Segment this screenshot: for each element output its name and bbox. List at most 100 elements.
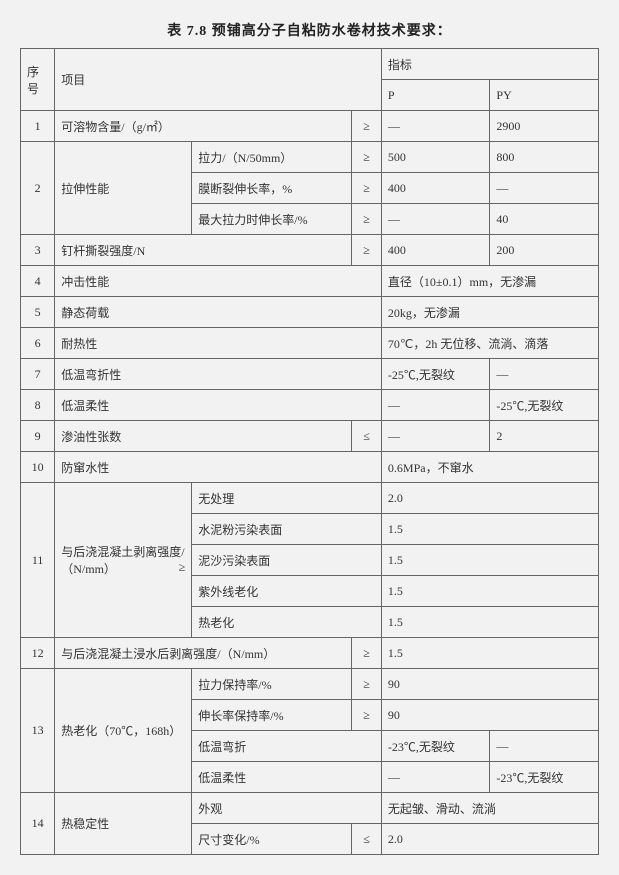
cell-item: 热稳定性	[55, 793, 192, 855]
cell-sub: 尺寸变化/%	[192, 824, 352, 855]
cell-op: ≥	[352, 235, 382, 266]
cell-sub: 低温柔性	[192, 762, 382, 793]
cell-sub: 拉力/（N/50mm）	[192, 142, 352, 173]
cell-p: —	[381, 204, 490, 235]
table-row: 8 低温柔性 — -25℃,无裂纹	[21, 390, 599, 421]
cell-item: 防窜水性	[55, 452, 382, 483]
cell-val: 90	[381, 669, 598, 700]
cell-op: ≥	[352, 638, 382, 669]
cell-py: 40	[490, 204, 599, 235]
cell-sub: 紫外线老化	[192, 576, 382, 607]
cell-op: ≥	[352, 204, 382, 235]
table-row: 2 拉伸性能 拉力/（N/50mm） ≥ 500 800	[21, 142, 599, 173]
th-indicator: 指标	[381, 49, 598, 80]
cell-item: 拉伸性能	[55, 142, 192, 235]
cell-item: 冲击性能	[55, 266, 382, 297]
table-row: 9 渗油性张数 ≤ — 2	[21, 421, 599, 452]
table-row: 5 静态荷载 20kg，无渗漏	[21, 297, 599, 328]
th-item: 项目	[55, 49, 382, 111]
cell-py: 2900	[490, 111, 599, 142]
cell-seq: 9	[21, 421, 55, 452]
cell-seq: 6	[21, 328, 55, 359]
table-row: 1 可溶物含量/（g/㎡） ≥ — 2900	[21, 111, 599, 142]
cell-seq: 5	[21, 297, 55, 328]
table-row: 14 热稳定性 外观 无起皱、滑动、流淌	[21, 793, 599, 824]
cell-sub: 水泥粉污染表面	[192, 514, 382, 545]
cell-val: 70℃，2h 无位移、流淌、滴落	[381, 328, 598, 359]
table-title: 表 7.8 预铺高分子自粘防水卷材技术要求：	[20, 20, 599, 40]
cell-seq: 13	[21, 669, 55, 793]
cell-py: 800	[490, 142, 599, 173]
cell-seq: 14	[21, 793, 55, 855]
cell-seq: 7	[21, 359, 55, 390]
cell-p: 400	[381, 173, 490, 204]
cell-val: 2.0	[381, 824, 598, 855]
cell-py: —	[490, 359, 599, 390]
cell-sub: 热老化	[192, 607, 382, 638]
cell-item: 渗油性张数	[55, 421, 352, 452]
cell-p: 400	[381, 235, 490, 266]
cell-item: 热老化（70℃，168h）	[55, 669, 192, 793]
cell-seq: 10	[21, 452, 55, 483]
table-row: 4 冲击性能 直径（10±0.1）mm，无渗漏	[21, 266, 599, 297]
cell-item: 耐热性	[55, 328, 382, 359]
cell-seq: 11	[21, 483, 55, 638]
cell-sub: 外观	[192, 793, 382, 824]
cell-val: 无起皱、滑动、流淌	[381, 793, 598, 824]
table-row: 10 防窜水性 0.6MPa，不窜水	[21, 452, 599, 483]
cell-seq: 2	[21, 142, 55, 235]
cell-item: 静态荷载	[55, 297, 382, 328]
cell-val: 1.5	[381, 607, 598, 638]
cell-p: —	[381, 421, 490, 452]
cell-item-text: 与后浇混凝土剥离强度/（N/mm）	[61, 545, 184, 576]
cell-sub: 低温弯折	[192, 731, 382, 762]
cell-op: ≥	[352, 111, 382, 142]
cell-p: 500	[381, 142, 490, 173]
cell-item-op: ≥	[179, 560, 186, 575]
table-row: 3 钉杆撕裂强度/N ≥ 400 200	[21, 235, 599, 266]
cell-val: 1.5	[381, 638, 598, 669]
cell-val: 20kg，无渗漏	[381, 297, 598, 328]
th-seq: 序号	[21, 49, 55, 111]
cell-seq: 4	[21, 266, 55, 297]
cell-sub: 最大拉力时伸长率/%	[192, 204, 352, 235]
cell-p: —	[381, 390, 490, 421]
cell-op: ≥	[352, 669, 382, 700]
th-py: PY	[490, 80, 599, 111]
cell-sub: 膜断裂伸长率，%	[192, 173, 352, 204]
cell-p: -23℃,无裂纹	[381, 731, 490, 762]
cell-item: 可溶物含量/（g/㎡）	[55, 111, 352, 142]
cell-val: 1.5	[381, 576, 598, 607]
table-row: 6 耐热性 70℃，2h 无位移、流淌、滴落	[21, 328, 599, 359]
cell-py: -23℃,无裂纹	[490, 762, 599, 793]
cell-py: —	[490, 173, 599, 204]
table-row: 11 与后浇混凝土剥离强度/（N/mm） ≥ 无处理 2.0	[21, 483, 599, 514]
cell-val: 直径（10±0.1）mm，无渗漏	[381, 266, 598, 297]
cell-item: 钉杆撕裂强度/N	[55, 235, 352, 266]
table-row: 12 与后浇混凝土浸水后剥离强度/（N/mm） ≥ 1.5	[21, 638, 599, 669]
cell-op: ≥	[352, 700, 382, 731]
cell-item: 低温弯折性	[55, 359, 382, 390]
cell-py: -25℃,无裂纹	[490, 390, 599, 421]
table-row: 7 低温弯折性 -25℃,无裂纹 —	[21, 359, 599, 390]
cell-p: —	[381, 111, 490, 142]
cell-seq: 8	[21, 390, 55, 421]
cell-val: 1.5	[381, 545, 598, 576]
cell-p: -25℃,无裂纹	[381, 359, 490, 390]
cell-item: 与后浇混凝土剥离强度/（N/mm） ≥	[55, 483, 192, 638]
cell-sub: 无处理	[192, 483, 382, 514]
cell-py: 200	[490, 235, 599, 266]
th-p: P	[381, 80, 490, 111]
cell-p: —	[381, 762, 490, 793]
cell-val: 0.6MPa，不窜水	[381, 452, 598, 483]
cell-sub: 泥沙污染表面	[192, 545, 382, 576]
cell-op: ≥	[352, 173, 382, 204]
cell-op: ≤	[352, 421, 382, 452]
header-row-1: 序号 项目 指标	[21, 49, 599, 80]
cell-py: 2	[490, 421, 599, 452]
cell-item: 低温柔性	[55, 390, 382, 421]
cell-sub: 伸长率保持率/%	[192, 700, 352, 731]
cell-op: ≥	[352, 142, 382, 173]
cell-sub: 拉力保持率/%	[192, 669, 352, 700]
spec-table: 序号 项目 指标 P PY 1 可溶物含量/（g/㎡） ≥ — 2900 2 拉…	[20, 48, 599, 855]
